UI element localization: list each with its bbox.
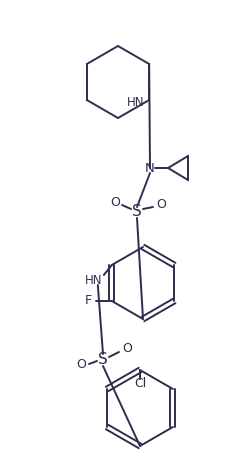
- Text: HN: HN: [85, 274, 102, 288]
- Text: O: O: [110, 196, 119, 208]
- Text: F: F: [84, 295, 91, 308]
- Text: O: O: [76, 357, 86, 370]
- Text: N: N: [144, 162, 154, 174]
- Text: S: S: [98, 352, 107, 368]
- Text: O: O: [122, 342, 131, 355]
- Text: O: O: [155, 198, 165, 211]
- Text: HN: HN: [126, 96, 144, 110]
- Text: S: S: [132, 205, 141, 219]
- Text: Cl: Cl: [133, 377, 146, 391]
